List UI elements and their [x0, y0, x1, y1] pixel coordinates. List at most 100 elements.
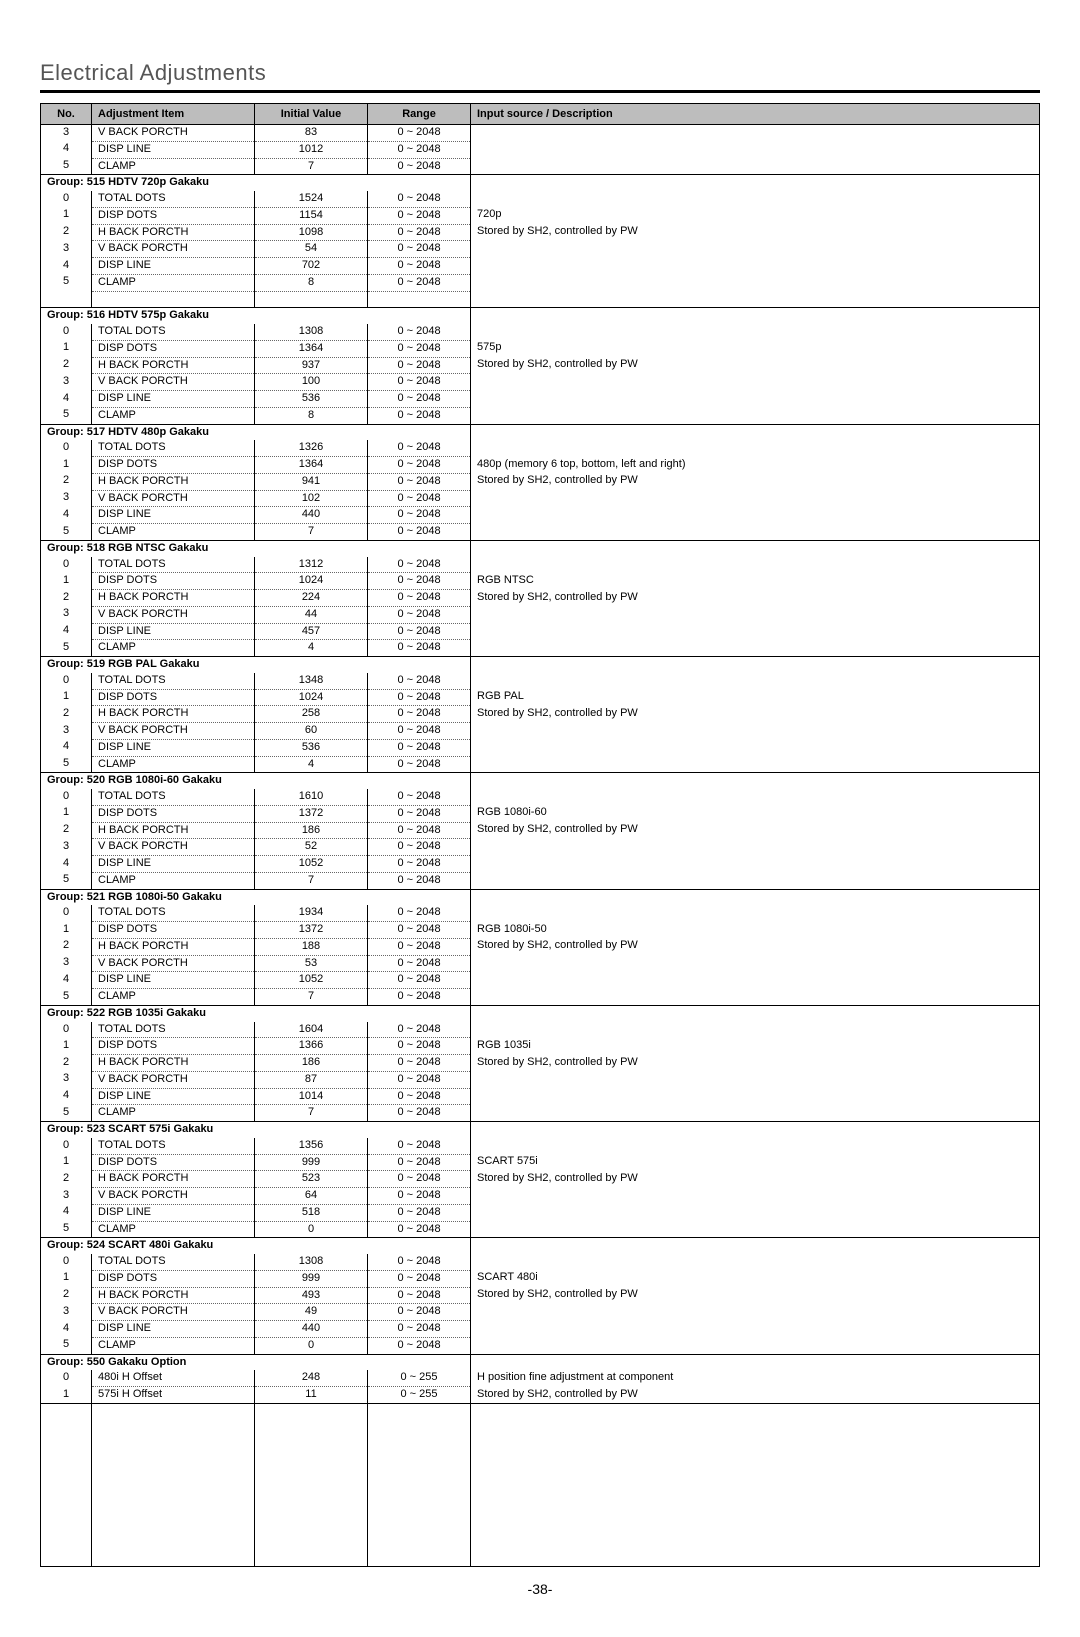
cell-init: 1934: [255, 905, 368, 921]
cell-init: 7: [255, 872, 368, 889]
group-header: Group: 515 HDTV 720p Gakaku: [41, 175, 1040, 191]
table-row: 1DISP DOTS10240 ~ 2048RGB NTSC: [41, 573, 1040, 590]
cell-no: 0: [41, 789, 92, 805]
table-row: 4DISP LINE5180 ~ 2048: [41, 1204, 1040, 1221]
cell-desc: [471, 1138, 1040, 1154]
table-row: 5CLAMP70 ~ 2048: [41, 524, 1040, 541]
table-row: 1DISP DOTS13640 ~ 2048575p: [41, 340, 1040, 357]
cell-range: 0 ~ 2048: [368, 507, 471, 524]
table-row: 3V BACK PORCTH520 ~ 2048: [41, 839, 1040, 856]
table-row: 5CLAMP80 ~ 2048: [41, 274, 1040, 291]
cell-init: 1052: [255, 972, 368, 989]
cell-range: 0 ~ 2048: [368, 1071, 471, 1088]
cell-desc: [471, 1105, 1040, 1122]
cell-init: 64: [255, 1188, 368, 1205]
table-row: 2H BACK PORCTH1880 ~ 2048Stored by SH2, …: [41, 938, 1040, 955]
cell-init: 440: [255, 507, 368, 524]
table-row: 2H BACK PORCTH2240 ~ 2048Stored by SH2, …: [41, 590, 1040, 607]
cell-init: 1326: [255, 440, 368, 456]
cell-no: 5: [41, 989, 92, 1006]
table-row: 3V BACK PORCTH540 ~ 2048: [41, 241, 1040, 258]
cell-item: CLAMP: [92, 1105, 255, 1122]
cell-range: 0 ~ 2048: [368, 258, 471, 275]
cell-desc: Stored by SH2, controlled by PW: [471, 590, 1040, 607]
table-row: 3V BACK PORCTH870 ~ 2048: [41, 1071, 1040, 1088]
cell-range: 0 ~ 2048: [368, 1304, 471, 1321]
cell-item: DISP DOTS: [92, 1154, 255, 1171]
cell-no: 0: [41, 1370, 92, 1386]
cell-init: 188: [255, 938, 368, 955]
cell-desc: H position fine adjustment at component: [471, 1370, 1040, 1386]
cell-desc: [471, 789, 1040, 805]
cell-item: V BACK PORCTH: [92, 374, 255, 391]
cell-range: 0 ~ 2048: [368, 623, 471, 640]
group-desc-empty: [471, 175, 1040, 191]
cell-item: TOTAL DOTS: [92, 1254, 255, 1270]
cell-no: 3: [41, 1188, 92, 1205]
group-label: Group: 519 RGB PAL Gakaku: [41, 657, 471, 673]
cell-desc: [471, 391, 1040, 408]
cell-desc: [471, 606, 1040, 623]
table-bottom-space: [41, 1403, 1040, 1566]
cell-range: 0 ~ 2048: [368, 141, 471, 158]
cell-no: 5: [41, 756, 92, 773]
cell-no: 1: [41, 1154, 92, 1171]
gap-row: [41, 291, 1040, 308]
cell-item: TOTAL DOTS: [92, 191, 255, 207]
group-desc-empty: [471, 1238, 1040, 1254]
table-row: 4DISP LINE5360 ~ 2048: [41, 739, 1040, 756]
group-desc-empty: [471, 1354, 1040, 1370]
table-row: 5CLAMP80 ~ 2048: [41, 407, 1040, 424]
table-row: 3V BACK PORCTH640 ~ 2048: [41, 1188, 1040, 1205]
cell-init: 7: [255, 1105, 368, 1122]
cell-range: 0 ~ 2048: [368, 856, 471, 873]
table-row: 4DISP LINE10140 ~ 2048: [41, 1088, 1040, 1105]
cell-item: V BACK PORCTH: [92, 955, 255, 972]
cell-item: DISP DOTS: [92, 922, 255, 939]
cell-item: V BACK PORCTH: [92, 606, 255, 623]
cell-range: 0 ~ 2048: [368, 606, 471, 623]
cell-desc: [471, 756, 1040, 773]
cell-desc: [471, 324, 1040, 340]
cell-desc: [471, 1088, 1040, 1105]
cell-desc: [471, 955, 1040, 972]
group-desc-empty: [471, 540, 1040, 556]
cell-no: 5: [41, 1221, 92, 1238]
group-label: Group: 520 RGB 1080i-60 Gakaku: [41, 773, 471, 789]
cell-desc: Stored by SH2, controlled by PW: [471, 1171, 1040, 1188]
cell-no: 0: [41, 324, 92, 340]
cell-range: 0 ~ 2048: [368, 839, 471, 856]
group-header: Group: 518 RGB NTSC Gakaku: [41, 540, 1040, 556]
cell-init: 258: [255, 706, 368, 723]
cell-item: DISP LINE: [92, 739, 255, 756]
cell-init: 7: [255, 524, 368, 541]
cell-desc: [471, 1337, 1040, 1354]
cell-desc: [471, 407, 1040, 424]
cell-init: 0: [255, 1221, 368, 1238]
cell-range: 0 ~ 2048: [368, 1022, 471, 1038]
cell-desc: [471, 241, 1040, 258]
cell-range: 0 ~ 2048: [368, 473, 471, 490]
cell-desc: 575p: [471, 340, 1040, 357]
group-label: Group: 524 SCART 480i Gakaku: [41, 1238, 471, 1254]
cell-init: 702: [255, 258, 368, 275]
cell-desc: [471, 1321, 1040, 1338]
cell-no: 3: [41, 1304, 92, 1321]
cell-range: 0 ~ 2048: [368, 241, 471, 258]
cell-item: TOTAL DOTS: [92, 324, 255, 340]
cell-range: 0 ~ 2048: [368, 457, 471, 474]
cell-item: H BACK PORCTH: [92, 590, 255, 607]
cell-init: 999: [255, 1154, 368, 1171]
group-header: Group: 519 RGB PAL Gakaku: [41, 657, 1040, 673]
cell-item: CLAMP: [92, 1337, 255, 1354]
table-row: 2H BACK PORCTH1860 ~ 2048Stored by SH2, …: [41, 1055, 1040, 1072]
cell-range: 0 ~ 2048: [368, 274, 471, 291]
cell-init: 1356: [255, 1138, 368, 1154]
cell-init: 100: [255, 374, 368, 391]
cell-desc: Stored by SH2, controlled by PW: [471, 473, 1040, 490]
cell-desc: [471, 1022, 1040, 1038]
cell-range: 0 ~ 2048: [368, 590, 471, 607]
cell-item: DISP LINE: [92, 623, 255, 640]
table-row: 4DISP LINE4570 ~ 2048: [41, 623, 1040, 640]
table-row: 5CLAMP40 ~ 2048: [41, 640, 1040, 657]
